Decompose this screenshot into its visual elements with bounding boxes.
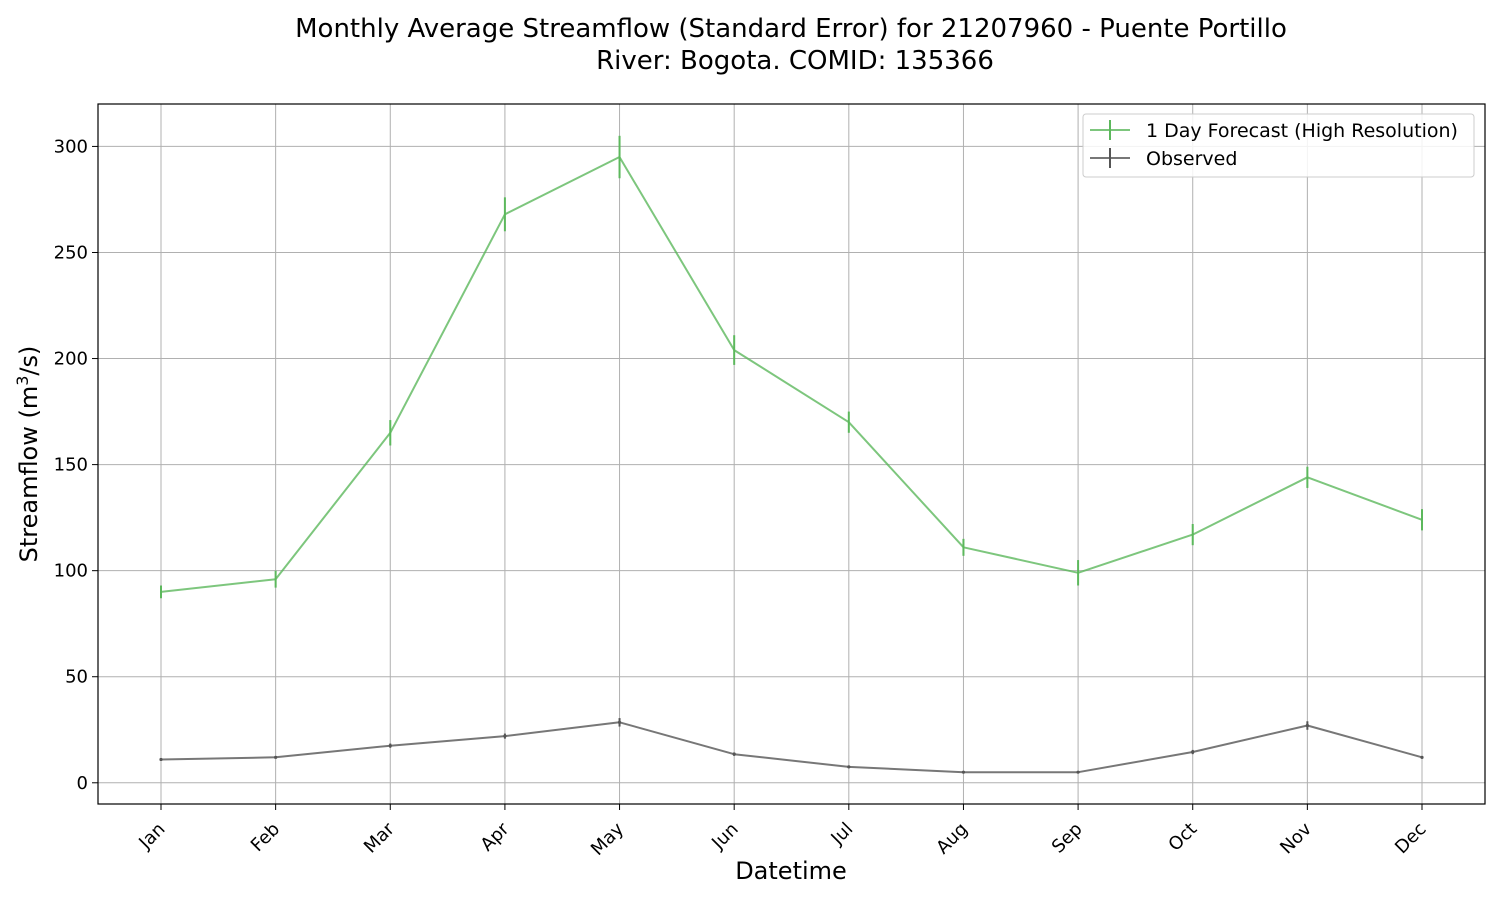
x-tick-label: Feb <box>247 819 284 856</box>
x-axis: Jan Feb Mar Apr May Jun Jul Aug Sep Oct Nov Dec <box>134 804 1431 860</box>
data-point <box>1306 476 1309 479</box>
x-tick-label: Jan <box>134 819 169 854</box>
legend-box <box>1082 113 1475 178</box>
plot-frame <box>97 103 1486 805</box>
legend-item-1: Observed <box>1090 148 1237 170</box>
legend-label: 1 Day Forecast (High Resolution) <box>1146 120 1458 142</box>
series-layer <box>159 135 1424 774</box>
y-axis-label-superscript: 3 <box>13 376 32 386</box>
data-point <box>961 770 966 774</box>
data-point <box>1421 518 1423 521</box>
data-point <box>962 546 965 549</box>
y-tick-label: 50 <box>65 667 88 688</box>
data-point <box>733 349 735 351</box>
x-tick-label: Jul <box>826 819 857 850</box>
data-point <box>1191 533 1194 536</box>
data-point <box>274 755 278 759</box>
data-point <box>388 744 392 748</box>
data-point <box>1076 770 1080 774</box>
legend-item-0: 1 Day Forecast (High Resolution) <box>1090 120 1458 142</box>
y-tick-label: 300 <box>54 136 88 157</box>
data-point <box>847 765 851 769</box>
y-tick-label: 100 <box>54 561 88 582</box>
data-point <box>1077 571 1079 574</box>
y-tick-label: 200 <box>54 349 88 370</box>
x-tick-label: Dec <box>1391 819 1430 858</box>
y-axis: 0 50 100 150 200 250 300 <box>54 136 98 794</box>
data-point <box>159 757 163 762</box>
y-axis-label-tail: /s) <box>15 346 43 376</box>
x-tick-label: Sep <box>1048 819 1087 858</box>
series-1 <box>159 718 1424 774</box>
legend-label: Observed <box>1146 148 1237 170</box>
data-point <box>504 213 506 216</box>
data-point <box>389 431 392 434</box>
data-point <box>732 752 736 756</box>
x-tick-label: Jun <box>707 819 742 854</box>
x-tick-label: Aug <box>932 819 972 859</box>
data-point <box>1420 755 1424 759</box>
x-tick-label: Oct <box>1164 819 1201 856</box>
data-point <box>503 734 507 738</box>
data-point <box>617 720 622 724</box>
series-line <box>160 721 1423 774</box>
y-tick-label: 0 <box>77 773 88 794</box>
y-tick-label: 150 <box>54 455 88 476</box>
x-tick-label: Apr <box>477 818 514 855</box>
data-point <box>274 578 277 580</box>
x-tick-label: Mar <box>360 818 399 857</box>
data-point <box>848 421 850 423</box>
data-point <box>618 156 621 158</box>
x-tick-label: Nov <box>1276 818 1316 858</box>
x-tick-label: May <box>587 818 628 859</box>
chart-subtitle: River: Bogota. COMID: 135366 <box>596 46 994 76</box>
data-point <box>1191 750 1195 754</box>
grid <box>98 104 1485 804</box>
chart-title: Monthly Average Streamflow (Standard Err… <box>295 14 1287 44</box>
y-axis-label: Streamflow (m3/s) <box>13 346 43 563</box>
y-tick-label: 250 <box>54 242 88 263</box>
y-axis-label-main: Streamflow (m <box>15 386 43 563</box>
series-0 <box>160 135 1423 599</box>
data-point <box>1305 723 1309 728</box>
legend: 1 Day Forecast (High Resolution) Observed <box>1082 113 1475 178</box>
series-line <box>160 156 1423 593</box>
x-axis-label: Datetime <box>735 857 847 885</box>
data-point <box>160 591 162 593</box>
